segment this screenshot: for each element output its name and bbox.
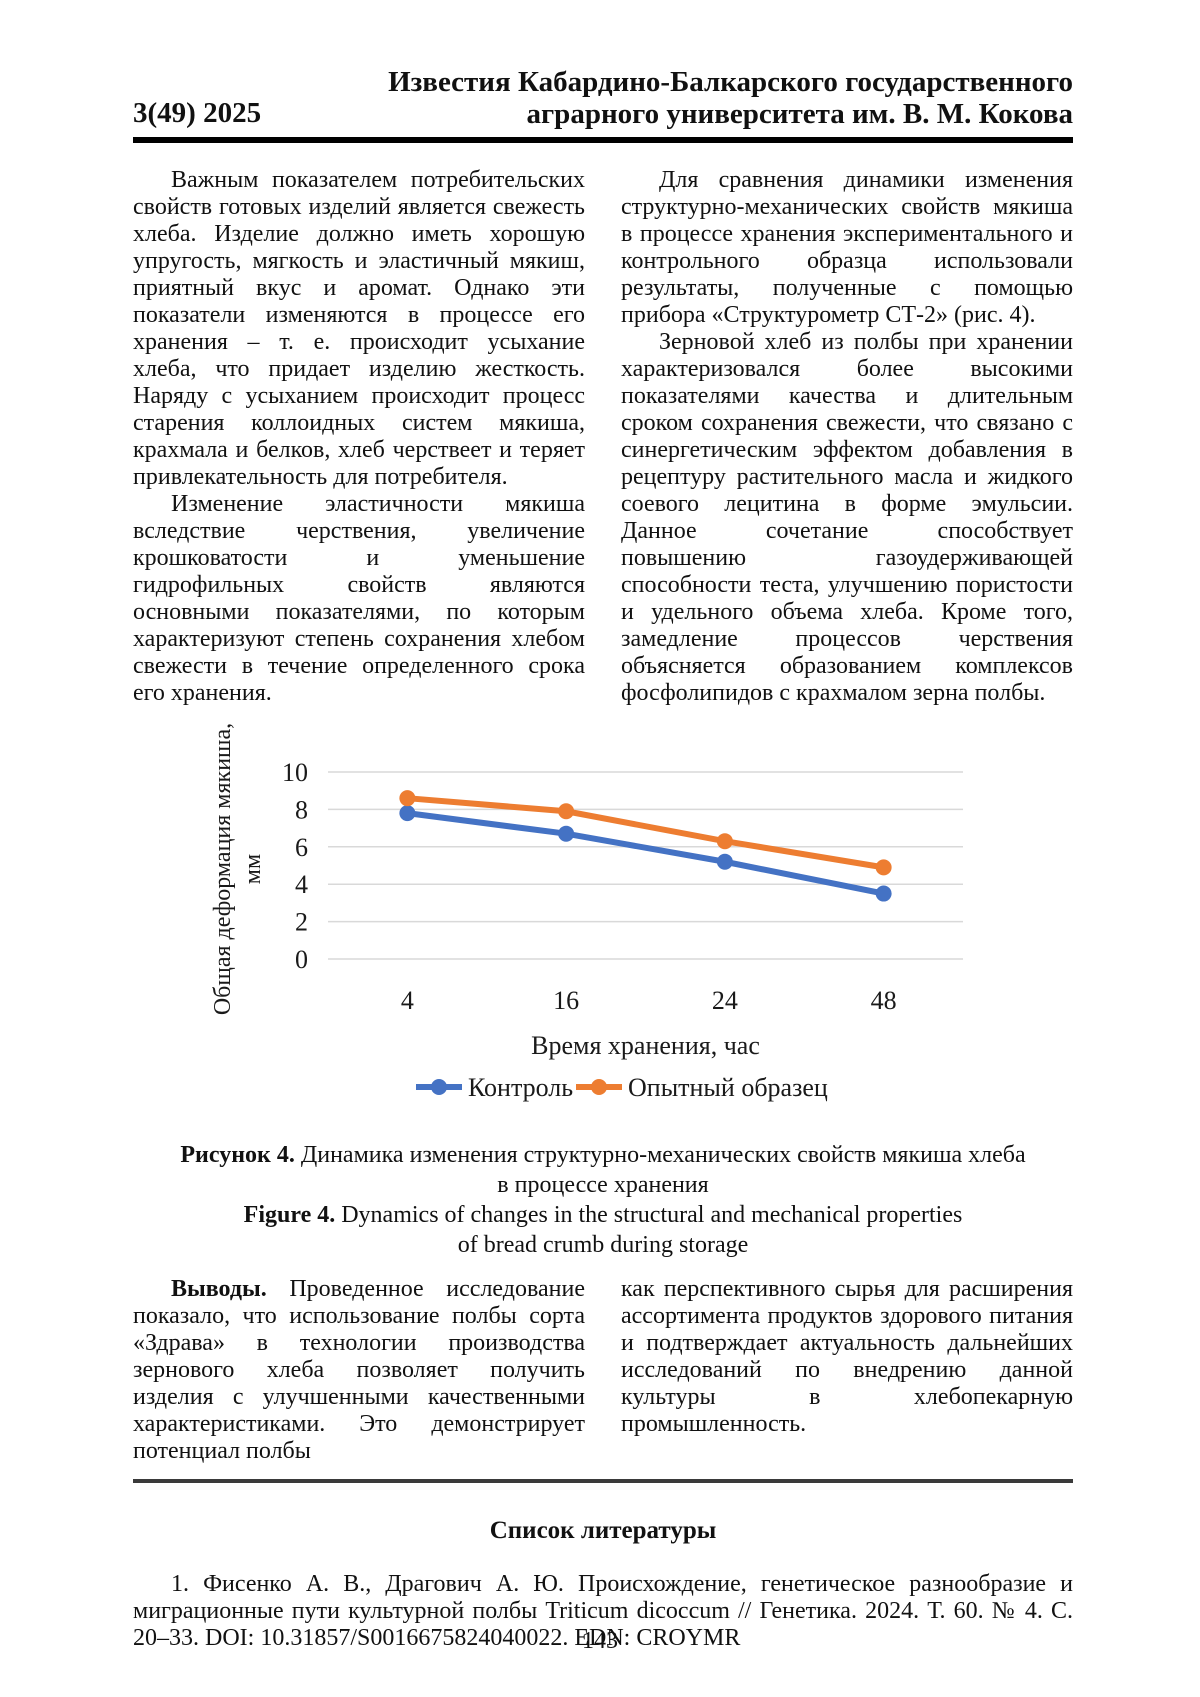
caption-ru-label: Рисунок 4. (180, 1142, 295, 1168)
conclusions-left-column: Выводы. Проведенное исследование показал… (133, 1276, 585, 1465)
series-line-1 (404, 795, 887, 871)
journal-title-line2: аграрного университета им. В. М. Кокова (526, 98, 1073, 130)
page-header: 3(49) 2025 Известия Кабардино-Балкарског… (133, 66, 1073, 130)
figure-4: 0 2 4 6 8 10 4 16 24 48 Время хранения, час Общая д… (133, 709, 1073, 1260)
x-tick-label: 48 (871, 986, 897, 1015)
legend-label: Опытный образец (628, 1073, 828, 1102)
paragraph: Зерновой хлеб из полбы при хранении хара… (621, 329, 1073, 706)
chart-container: 0 2 4 6 8 10 4 16 24 48 Время хранения, час Общая д… (133, 709, 1073, 1104)
references-section: Список литературы 1. Фисенко А. В., Драг… (133, 1517, 1073, 1652)
right-column: Для сравнения динамики изменения структу… (621, 167, 1073, 707)
y-tick-label: 2 (295, 908, 308, 937)
paragraph: Важным показателем потребительских свойс… (133, 167, 585, 490)
issue-number: 3(49) 2025 (133, 97, 262, 129)
figure-caption: Рисунок 4. Динамика изменения структурно… (133, 1140, 1073, 1260)
page-number: 143 (582, 1628, 618, 1654)
article-body: Важным показателем потребительских свойс… (133, 167, 1073, 707)
data-point (716, 833, 733, 850)
caption-en-label: Figure 4. (243, 1202, 336, 1228)
journal-title-line1: Известия Кабардино-Балкарского государст… (388, 66, 1073, 98)
y-tick-label: 10 (282, 758, 308, 787)
paragraph: как перспективного сырья для расширения … (621, 1276, 1073, 1437)
x-axis-title: Время хранения, час (531, 1031, 760, 1060)
y-tick-label: 4 (295, 870, 308, 899)
section-divider (133, 1479, 1073, 1483)
y-axis-title-line2: мм (240, 854, 266, 884)
y-tick-label: 0 (295, 945, 308, 974)
legend-marker-point (591, 1079, 607, 1095)
y-tick-label: 8 (295, 795, 308, 824)
y-axis-title-line1: Общая деформация мякиша, (210, 723, 236, 1015)
data-point (558, 803, 575, 820)
data-point (399, 805, 416, 822)
references-heading: Список литературы (489, 1517, 717, 1544)
data-point (716, 853, 733, 870)
x-tick-label: 24 (712, 986, 738, 1015)
conclusions-right-column: как перспективного сырья для расширения … (621, 1276, 1073, 1465)
data-point (875, 885, 892, 902)
y-tick-label: 6 (295, 833, 308, 862)
paragraph: Изменение эластичности мякиша вследствие… (133, 491, 585, 706)
x-tick-label: 16 (553, 986, 579, 1015)
legend-label: Контроль (468, 1073, 573, 1102)
reference-item: 1. Фисенко А. В., Драгович А. Ю. Происхо… (133, 1571, 1073, 1651)
journal-title: Известия Кабардино-Балкарского государст… (388, 66, 1073, 130)
conclusions-label: Выводы. (171, 1276, 267, 1302)
header-rule (133, 137, 1073, 143)
data-point (875, 859, 892, 876)
legend-marker-point (431, 1079, 447, 1095)
paragraph: Для сравнения динамики изменения структу… (621, 167, 1073, 328)
data-point (399, 790, 416, 807)
left-column: Важным показателем потребительских свойс… (133, 167, 585, 707)
x-tick-label: 4 (401, 986, 414, 1015)
data-point (558, 825, 575, 842)
caption-en-line1: Figure 4. Dynamics of changes in the str… (243, 1202, 963, 1228)
caption-en-line2: of bread crumb during storage (457, 1232, 749, 1258)
paragraph: Выводы. Проведенное исследование показал… (133, 1276, 585, 1464)
conclusions-section: Выводы. Проведенное исследование показал… (133, 1276, 1073, 1465)
caption-ru-line1: Рисунок 4. Динамика изменения структурно… (180, 1142, 1026, 1168)
caption-ru-line2: в процессе хранения (497, 1172, 709, 1198)
series-line-0 (404, 810, 887, 897)
